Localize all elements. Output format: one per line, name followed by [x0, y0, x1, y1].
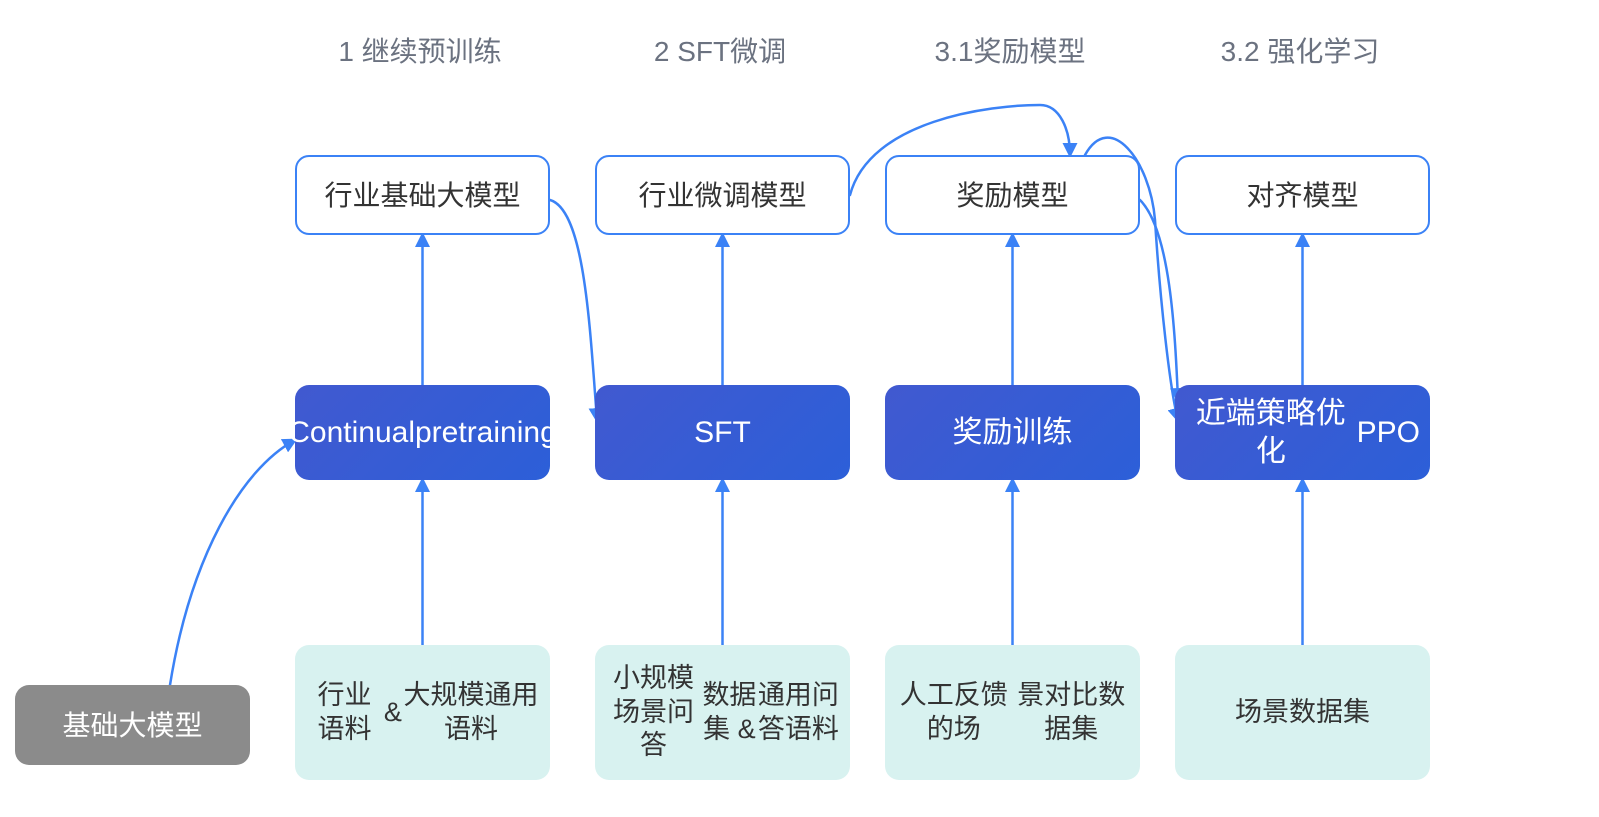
node-mid2: SFT — [595, 385, 850, 480]
node-data3: 人工反馈的场景对比数据集 — [885, 645, 1140, 780]
node-mid3: 奖励训练 — [885, 385, 1140, 480]
stage-header: 3.2 强化学习 — [1221, 30, 1380, 70]
node-top4: 对齐模型 — [1175, 155, 1430, 235]
stage-header: 3.1奖励模型 — [935, 30, 1086, 70]
node-top2: 行业微调模型 — [595, 155, 850, 235]
node-data4: 场景数据集 — [1175, 645, 1430, 780]
node-mid1: Continualpretraining — [295, 385, 550, 480]
stage-header: 1 继续预训练 — [338, 30, 501, 70]
node-mid4: 近端策略优化PPO — [1175, 385, 1430, 480]
node-top1: 行业基础大模型 — [295, 155, 550, 235]
node-base: 基础大模型 — [15, 685, 250, 765]
node-data2: 小规模场景问答数据集 &通用问答语料 — [595, 645, 850, 780]
stage-header: 2 SFT微调 — [654, 30, 786, 70]
node-top3: 奖励模型 — [885, 155, 1140, 235]
flowchart-canvas: 1 继续预训练 2 SFT微调 3.1奖励模型 3.2 强化学习行业基础大模型行业微调… — [0, 0, 1599, 817]
node-data1: 行业语料&大规模通用语料 — [295, 645, 550, 780]
